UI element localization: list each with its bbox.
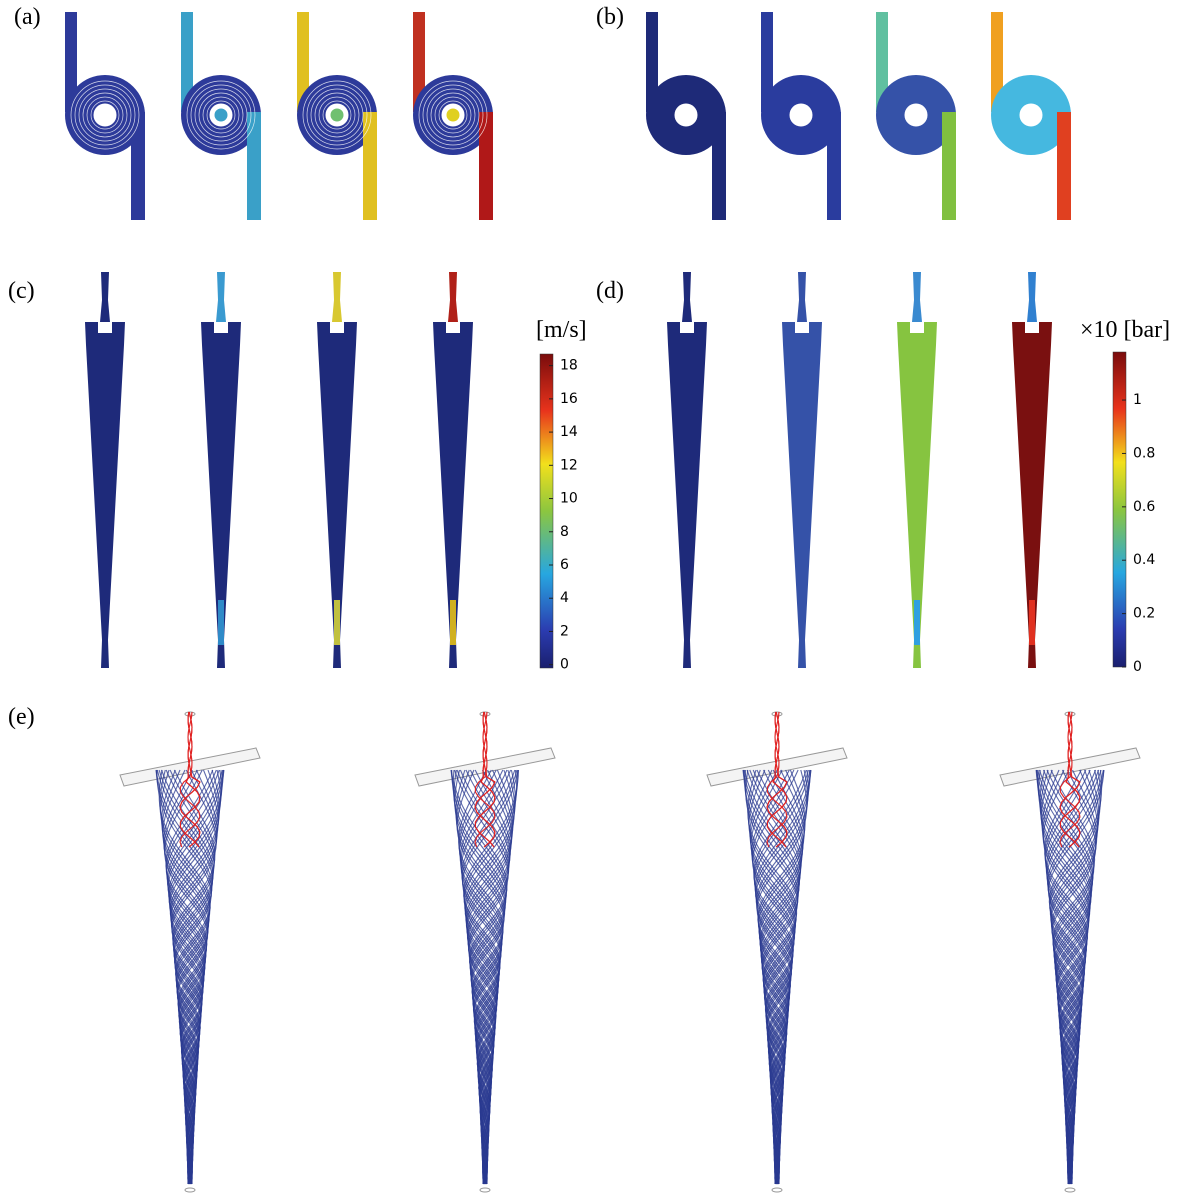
- vortex-finder: [682, 272, 692, 322]
- core-ring: [328, 106, 346, 124]
- outflow: [218, 600, 224, 645]
- tick-label: 4: [560, 590, 569, 606]
- tick-label: 2: [560, 623, 569, 639]
- colorbar-title: [m/s]: [536, 317, 587, 343]
- tick-label: 0.8: [1133, 445, 1155, 461]
- panel-label: (c): [8, 278, 35, 304]
- tick-label: 6: [560, 557, 569, 573]
- core-ring: [907, 106, 925, 124]
- tick-label: 0.4: [1133, 552, 1155, 568]
- core-ring: [1022, 106, 1040, 124]
- core-ring: [792, 106, 810, 124]
- tick-label: 8: [560, 524, 569, 540]
- vortex-finder: [448, 272, 458, 322]
- tick-label: 18: [560, 358, 578, 374]
- outflow: [450, 600, 456, 645]
- outlet: [247, 112, 261, 220]
- figure: (a) (b) (c) (d) (e) [m/s]024681012141618…: [0, 0, 1189, 1196]
- outlet: [363, 112, 377, 220]
- outlet: [479, 112, 493, 220]
- panel-label: (a): [14, 4, 41, 30]
- pipe-end: [1065, 1188, 1075, 1192]
- outlet: [131, 112, 145, 220]
- outlet: [942, 112, 956, 220]
- tick-label: 14: [560, 424, 578, 440]
- outflow: [914, 600, 920, 645]
- pipe-end: [772, 1188, 782, 1192]
- panel-label: (e): [8, 704, 35, 730]
- vortex-finder: [332, 272, 342, 322]
- outlet: [827, 112, 841, 220]
- tick-label: 12: [560, 457, 578, 473]
- core-ring: [96, 106, 114, 124]
- cyclone-body: [782, 322, 822, 668]
- vortex-finder: [797, 272, 807, 322]
- vortex-finder: [100, 272, 110, 322]
- tick-label: 1: [1133, 392, 1142, 408]
- panel-label: (b): [596, 4, 624, 30]
- tick-label: 16: [560, 391, 578, 407]
- outflow: [1029, 600, 1035, 645]
- colorbar: [540, 354, 553, 668]
- simulation-images: [65, 12, 1140, 1192]
- tick-label: 0.2: [1133, 606, 1155, 622]
- colorbar: [1113, 352, 1126, 667]
- tick-label: 0.6: [1133, 499, 1155, 515]
- core-ring: [444, 106, 462, 124]
- pipe-end: [480, 1188, 490, 1192]
- tick-label: 0: [1133, 659, 1142, 675]
- cyclone-body: [667, 322, 707, 668]
- outflow: [334, 600, 340, 645]
- vortex-finder: [912, 272, 922, 322]
- tick-label: 0: [560, 657, 569, 673]
- cyclone-body: [85, 322, 125, 668]
- core-ring: [212, 106, 230, 124]
- colorbar-title: ×10 [bar]: [1080, 317, 1170, 343]
- pipe-end: [185, 1188, 195, 1192]
- vortex-finder: [1027, 272, 1037, 322]
- vortex-finder: [216, 272, 226, 322]
- tick-label: 10: [560, 491, 578, 507]
- outlet: [712, 112, 726, 220]
- panel-label: (d): [596, 278, 624, 304]
- core-ring: [677, 106, 695, 124]
- outlet: [1057, 112, 1071, 220]
